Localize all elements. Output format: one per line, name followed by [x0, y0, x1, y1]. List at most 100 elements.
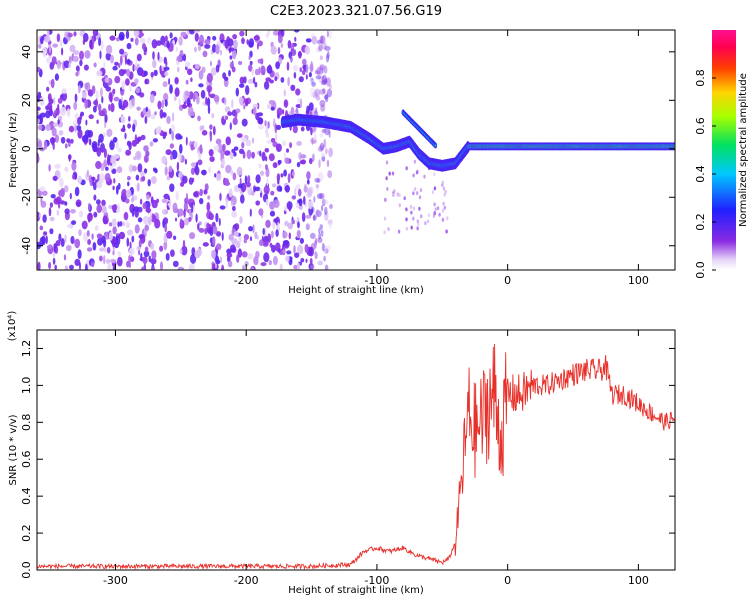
- heatmap-cell: [315, 208, 320, 216]
- heatmap-cell: [187, 198, 194, 203]
- heatmap-cell: [299, 67, 303, 73]
- heatmap-cell: [219, 256, 223, 264]
- heatmap-cell: [433, 186, 437, 191]
- heatmap-cell: [323, 95, 329, 100]
- heatmap-cell: [170, 249, 175, 257]
- heatmap-cell: [104, 114, 108, 123]
- heatmap-cell: [169, 84, 173, 94]
- heatmap-cell: [296, 141, 302, 146]
- heatmap-cell: [52, 122, 59, 128]
- heatmap-cell: [309, 80, 315, 86]
- heatmap-cell: [67, 32, 73, 38]
- heatmap-cell: [103, 247, 107, 253]
- heatmap-cell: [315, 210, 322, 218]
- heatmap-cell: [384, 197, 387, 202]
- heatmap-cell: [161, 99, 165, 109]
- y-tick-label: 40: [20, 45, 33, 59]
- heatmap-cell: [151, 266, 155, 270]
- heatmap-cell: [194, 46, 197, 53]
- heatmap-cell: [268, 64, 272, 71]
- heatmap-cell: [103, 159, 107, 167]
- heatmap-cell: [136, 53, 142, 62]
- heatmap-cell: [247, 253, 254, 260]
- heatmap-cell: [243, 234, 249, 241]
- heatmap-cell: [112, 65, 118, 71]
- heatmap-cell: [112, 226, 117, 235]
- heatmap-cell: [251, 191, 255, 196]
- heatmap-cell: [63, 254, 67, 261]
- heatmap-cell: [111, 218, 117, 228]
- heatmap-cell: [105, 52, 112, 61]
- heatmap-cell: [102, 215, 108, 225]
- heatmap-cell: [307, 200, 314, 210]
- heatmap-cell: [99, 255, 103, 262]
- heatmap-cell: [190, 167, 195, 175]
- heatmap-cell: [283, 169, 287, 177]
- heatmap-cell: [190, 143, 194, 151]
- heatmap-cell: [310, 32, 315, 39]
- heatmap-cell: [117, 147, 122, 153]
- heatmap-cell: [237, 248, 243, 258]
- heatmap-cell: [312, 153, 315, 162]
- heatmap-cell: [416, 191, 419, 196]
- heatmap-cell: [211, 249, 217, 259]
- heatmap-cell: [229, 152, 234, 160]
- heatmap-cell: [164, 99, 168, 107]
- heatmap-cell: [303, 195, 306, 205]
- heatmap-cell: [385, 160, 389, 165]
- heatmap-cell: [270, 106, 275, 111]
- heatmap-cell: [324, 264, 329, 270]
- heatmap-cell: [199, 144, 203, 154]
- heatmap-cell: [274, 76, 278, 82]
- heatmap-cell: [162, 209, 166, 215]
- heatmap-cell: [297, 98, 301, 104]
- heatmap-cell: [187, 68, 193, 76]
- heatmap-cell: [443, 205, 447, 210]
- heatmap-cell: [159, 65, 162, 75]
- heatmap-cell: [210, 60, 212, 67]
- heatmap-cell: [178, 98, 181, 107]
- heatmap-cell: [225, 198, 228, 209]
- heatmap-cell: [224, 76, 229, 82]
- heatmap-cell: [235, 87, 239, 97]
- heatmap-cell: [75, 71, 79, 77]
- heatmap-cell: [232, 34, 238, 40]
- heatmap-cell: [228, 69, 231, 77]
- heatmap-cell: [109, 35, 116, 41]
- heatmap-cell: [293, 245, 296, 254]
- heatmap-cell: [204, 39, 211, 45]
- heatmap-cell: [277, 34, 283, 44]
- heatmap-cell: [423, 174, 426, 179]
- heatmap-cell: [169, 128, 172, 135]
- heatmap-cell: [412, 191, 415, 196]
- heatmap-cell: [298, 50, 302, 59]
- heatmap-cell: [305, 74, 308, 80]
- heatmap-cell: [316, 95, 321, 101]
- heatmap-cell: [239, 216, 243, 224]
- heatmap-cell: [291, 219, 296, 224]
- heatmap-cell: [58, 233, 62, 242]
- heatmap-cell: [66, 138, 71, 143]
- heatmap-cell: [132, 64, 135, 72]
- heatmap-cell: [143, 154, 149, 163]
- heatmap-cell: [166, 40, 170, 49]
- heatmap-cell: [101, 199, 106, 207]
- heatmap-cell: [49, 228, 54, 235]
- heatmap-cell: [286, 250, 292, 255]
- heatmap-cell: [321, 156, 326, 162]
- heatmap-cell: [208, 166, 212, 174]
- colorbar-tick-label: 0.8: [694, 69, 707, 87]
- heatmap-cell: [297, 230, 301, 238]
- heatmap-cell: [95, 90, 99, 100]
- heatmap-cell: [265, 156, 268, 162]
- heatmap-cell: [260, 262, 267, 267]
- heatmap-cell: [78, 84, 81, 94]
- heatmap-cell: [247, 175, 251, 184]
- heatmap-cell: [227, 38, 234, 47]
- heatmap-cell: [251, 67, 255, 77]
- heatmap-cell: [88, 202, 91, 211]
- heatmap-cell: [79, 210, 84, 218]
- heatmap-cell: [64, 234, 67, 243]
- heatmap-cell: [287, 173, 291, 184]
- heatmap-cell: [53, 110, 56, 117]
